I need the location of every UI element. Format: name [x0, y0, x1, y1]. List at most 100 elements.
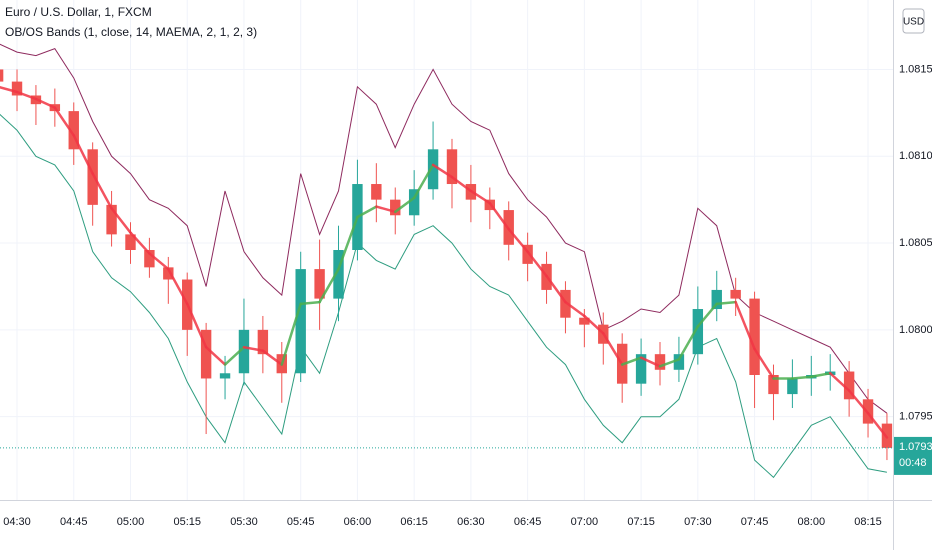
- x-tick-label: 08:15: [854, 516, 882, 528]
- candle-body: [673, 354, 685, 370]
- basis-line: [526, 250, 548, 278]
- basis-line: [204, 345, 227, 366]
- basis-line: [810, 372, 832, 378]
- candle-body: [711, 289, 722, 310]
- candle-body: [730, 289, 741, 299]
- basis-line: [545, 274, 567, 304]
- basis-line: [337, 215, 359, 271]
- basis-line: [639, 356, 662, 368]
- countdown-label: 00:48: [899, 457, 927, 469]
- candle-body: [635, 354, 647, 384]
- indicator-label: OB/OS Bands (1, close, 14, MAEMA, 2, 1, …: [5, 25, 257, 39]
- chart-title: Euro / U.S. Dollar, 1, FXCM: [5, 5, 152, 19]
- basis-line: [0, 86, 19, 94]
- basis-line: [110, 207, 132, 234]
- basis-line: [791, 375, 813, 380]
- candle-body: [219, 373, 231, 379]
- y-tick-label: 1.08050: [899, 237, 932, 249]
- basis-line: [261, 349, 284, 366]
- basis-line: [847, 389, 870, 415]
- candle-body: [106, 204, 117, 235]
- x-tick-label: 05:30: [230, 516, 258, 528]
- candle-body: [0, 69, 4, 82]
- last-price-label: 1.07932: [899, 441, 932, 453]
- basis-line: [866, 411, 889, 439]
- x-tick-label: 07:30: [684, 516, 712, 528]
- candle-body: [314, 269, 325, 299]
- basis-line: [91, 172, 113, 210]
- basis-line: [280, 302, 302, 366]
- candle-body: [200, 329, 212, 379]
- last-price-box: [894, 436, 932, 475]
- candle-body: [654, 354, 666, 370]
- basis-line: [564, 300, 586, 318]
- candle-body: [11, 81, 23, 96]
- candle-body: [87, 149, 98, 205]
- x-tick-label: 06:45: [514, 516, 542, 528]
- x-tick-label: 06:15: [400, 516, 428, 528]
- x-tick-label: 05:15: [173, 516, 201, 528]
- candle-body: [427, 149, 439, 190]
- basis-line: [753, 347, 775, 380]
- basis-line: [72, 134, 94, 175]
- basis-line: [696, 302, 718, 328]
- candle-body: [371, 184, 382, 200]
- basis-line: [583, 314, 605, 335]
- basis-line: [828, 372, 851, 392]
- basis-line: [185, 302, 208, 349]
- candle-body: [257, 329, 269, 355]
- basis-line: [15, 90, 38, 101]
- candle-body: [579, 317, 590, 325]
- basis-line: [677, 325, 700, 361]
- basis-line: [431, 163, 454, 179]
- basis-line: [658, 358, 681, 368]
- candle-body: [163, 267, 174, 280]
- x-tick-label: 04:45: [60, 516, 88, 528]
- basis-line: [375, 205, 397, 214]
- basis-line: [412, 163, 435, 200]
- basis-line: [318, 267, 340, 304]
- basis-line: [620, 356, 643, 366]
- basis-line: [393, 196, 416, 214]
- basis-line: [148, 252, 170, 271]
- candle-body: [843, 371, 855, 400]
- currency-button[interactable]: [902, 8, 925, 34]
- lower-band: [0, 113, 887, 479]
- basis-line: [602, 332, 624, 366]
- basis-line: [34, 97, 57, 109]
- currency-label[interactable]: USD: [903, 17, 924, 28]
- candle-body: [68, 111, 79, 150]
- candle-body: [408, 189, 420, 216]
- x-tick-label: 07:00: [571, 516, 599, 528]
- x-tick-label: 04:30: [3, 516, 31, 528]
- y-tick-label: 1.07950: [899, 411, 932, 423]
- x-tick-label: 05:45: [287, 516, 315, 528]
- x-tick-label: 06:30: [457, 516, 485, 528]
- y-tick-label: 1.08100: [899, 150, 932, 162]
- candle-body: [144, 250, 155, 268]
- candle-body: [787, 378, 798, 395]
- candle-body: [560, 289, 571, 318]
- basis-line: [53, 106, 76, 137]
- candle-body: [768, 375, 779, 395]
- candle-body: [125, 234, 136, 250]
- basis-line: [734, 300, 756, 351]
- x-tick-label: 07:45: [741, 516, 769, 528]
- candle-body: [238, 329, 250, 374]
- basis-line: [450, 175, 473, 193]
- y-tick-label: 1.08000: [899, 324, 932, 336]
- x-tick-label: 05:00: [117, 516, 145, 528]
- basis-line: [223, 345, 246, 366]
- basis-line: [715, 300, 737, 306]
- basis-line: [242, 345, 265, 352]
- x-tick-label: 07:15: [627, 516, 655, 528]
- x-tick-label: 06:00: [344, 516, 372, 528]
- basis-line: [167, 267, 189, 306]
- basis-line: [356, 205, 378, 219]
- candle-body: [446, 149, 458, 185]
- candle-body: [692, 309, 704, 355]
